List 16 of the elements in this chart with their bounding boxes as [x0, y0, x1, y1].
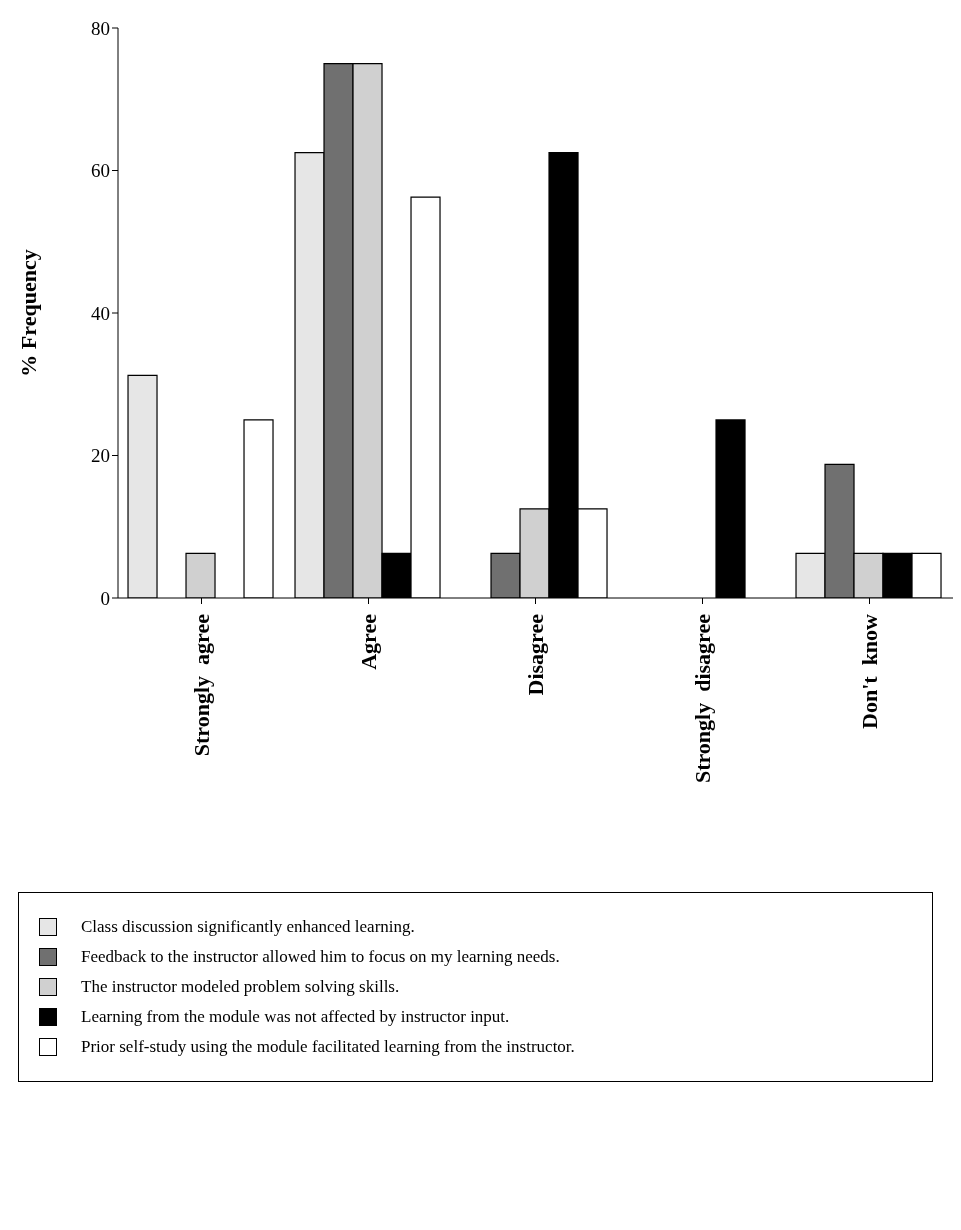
y-tick-label: 20: [91, 445, 110, 467]
y-axis-title: % Frequency: [15, 249, 41, 377]
x-tick-label: Agree: [356, 613, 381, 670]
legend-label: Learning from the module was not affected by instructor input.: [81, 1007, 510, 1027]
x-tick-label: Strongly agree: [189, 613, 214, 757]
legend-label: Class discussion significantly enhanced learning.: [81, 917, 415, 937]
y-tick-label: 0: [100, 587, 110, 609]
legend-label: Prior self-study using the module facilitated learning from the instructor.: [81, 1037, 575, 1057]
x-tick-label: Disagree: [523, 613, 548, 696]
x-tick-label: Strongly disagree: [690, 613, 715, 784]
y-tick-label: 80: [91, 17, 110, 39]
x-tick-label: Don't know: [857, 613, 882, 729]
legend-label: The instructor modeled problem solving skills.: [81, 977, 400, 997]
legend-label: Feedback to the instructor allowed him to focus on my learning needs.: [81, 947, 560, 967]
y-tick-label: 40: [91, 302, 110, 324]
y-tick-label: 60: [91, 160, 110, 182]
